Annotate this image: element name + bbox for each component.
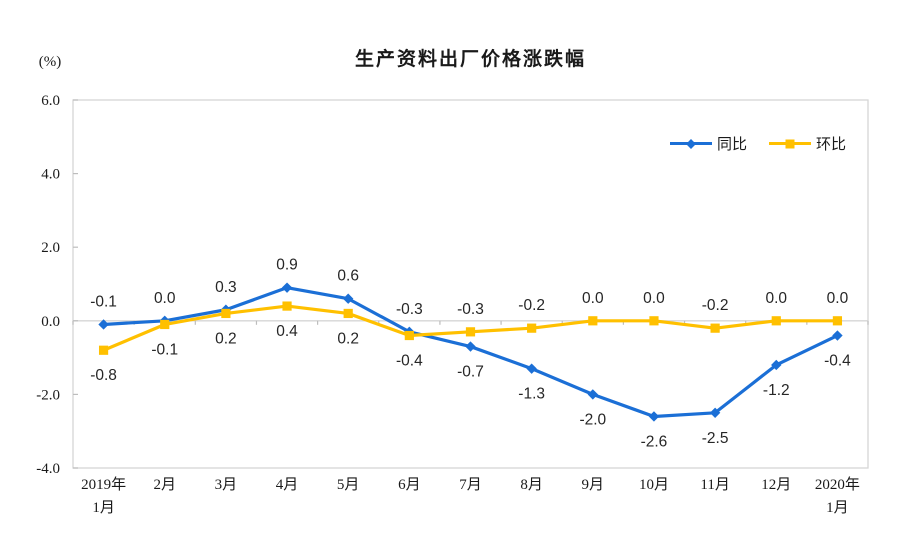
legend-label-tongbi: 同比 — [717, 136, 748, 153]
data-point-diamond-icon — [709, 407, 721, 418]
data-label: 0.4 — [276, 323, 298, 340]
x-tick-label: 12月 — [761, 477, 791, 493]
x-tick-label: 10月 — [639, 477, 669, 493]
data-point-diamond-icon — [587, 389, 599, 400]
data-label: -0.4 — [396, 353, 423, 370]
data-point-diamond-icon — [832, 330, 843, 341]
data-point-diamond-icon — [526, 363, 537, 374]
data-label: -0.1 — [151, 341, 178, 358]
data-label: -0.2 — [518, 297, 545, 314]
data-label: 0.0 — [154, 290, 176, 307]
data-label: -1.3 — [518, 386, 545, 403]
x-tick-label: 2月 — [153, 477, 176, 493]
data-label: -2.6 — [641, 433, 668, 450]
y-tick-label: 6.0 — [41, 93, 60, 109]
data-point-square-icon — [527, 323, 537, 333]
data-label: -0.7 — [457, 364, 484, 381]
x-tick-label: 4月 — [276, 477, 299, 493]
x-tick-label: 3月 — [215, 477, 238, 493]
x-tick-label: 2019年 1月 — [81, 476, 126, 516]
chart-title: 生产资料出厂价格涨跌幅 — [354, 49, 586, 70]
tongbi-line-swatch — [670, 138, 712, 149]
data-point-diamond-icon — [281, 282, 293, 293]
x-tick-label: 8月 — [520, 477, 543, 493]
data-label: -0.8 — [90, 367, 117, 384]
data-label: -0.3 — [396, 301, 423, 318]
data-point-square-icon — [282, 301, 292, 311]
x-tick-label: 11月 — [700, 477, 729, 493]
y-tick-label: -2.0 — [36, 387, 60, 403]
y-axis-unit-label: (%) — [38, 54, 62, 70]
huanbi-line-swatch — [769, 139, 812, 148]
data-point-square-icon — [649, 316, 659, 326]
data-label: -2.5 — [702, 430, 729, 447]
legend-item-huanbi: 环比 — [769, 133, 846, 154]
y-tick-label: -4.0 — [36, 461, 60, 477]
y-tick-label: 4.0 — [41, 167, 60, 183]
data-label: -0.4 — [824, 353, 851, 370]
data-point-square-icon — [221, 308, 231, 319]
legend-item-tongbi: 同比 — [670, 133, 747, 154]
legend-label-huanbi: 环比 — [816, 136, 847, 153]
legend: 同比 环比 — [670, 133, 846, 154]
x-tick-label: 7月 — [459, 477, 482, 493]
diamond-marker-icon — [686, 138, 696, 149]
data-label: -0.1 — [90, 293, 117, 310]
data-label: 0.0 — [827, 290, 849, 307]
x-tick-label: 2020年 1月 — [815, 476, 860, 516]
data-label: -2.0 — [579, 411, 606, 428]
data-point-square-icon — [404, 330, 414, 341]
data-point-square-icon — [588, 316, 598, 326]
data-point-square-icon — [98, 345, 109, 355]
data-label: 0.2 — [337, 330, 359, 347]
square-marker-icon — [785, 139, 795, 148]
data-point-square-icon — [771, 316, 781, 326]
data-point-square-icon — [832, 316, 843, 326]
data-point-diamond-icon — [98, 319, 109, 330]
data-point-diamond-icon — [342, 293, 354, 304]
data-point-square-icon — [160, 319, 170, 330]
data-label: 0.6 — [337, 268, 359, 285]
data-label: -0.3 — [457, 301, 484, 318]
y-tick-label: 2.0 — [41, 240, 60, 256]
plot-border — [72, 99, 869, 469]
data-point-square-icon — [343, 308, 353, 319]
data-label: 0.0 — [643, 290, 665, 307]
data-label: 0.9 — [276, 257, 298, 274]
data-point-diamond-icon — [465, 341, 476, 352]
data-point-square-icon — [710, 323, 720, 333]
data-label: 0.0 — [582, 290, 604, 307]
y-tick-label: 0.0 — [41, 314, 60, 330]
data-label: -1.2 — [763, 382, 790, 399]
data-label: 0.0 — [765, 290, 787, 307]
data-label: -0.2 — [702, 297, 729, 314]
data-point-square-icon — [465, 327, 476, 337]
data-label: 0.2 — [215, 330, 237, 347]
data-label: 0.3 — [215, 279, 237, 296]
data-point-diamond-icon — [771, 359, 782, 371]
x-tick-label: 9月 — [582, 477, 605, 493]
x-tick-label: 6月 — [398, 477, 421, 493]
x-tick-label: 5月 — [337, 477, 360, 493]
data-point-diamond-icon — [648, 411, 660, 422]
